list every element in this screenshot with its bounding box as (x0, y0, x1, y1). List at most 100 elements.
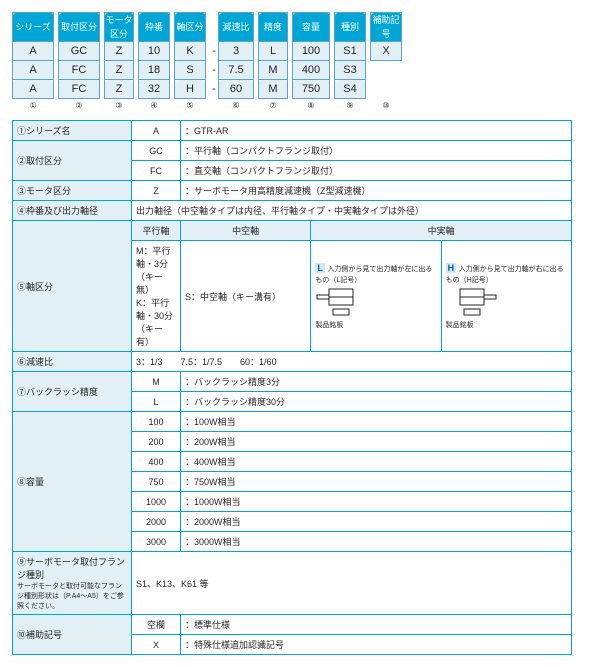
spec-key: 100 (132, 412, 181, 432)
spec-label: ③モータ区分 (13, 181, 132, 201)
code-value: 60 (219, 80, 254, 99)
code-value: A (13, 61, 54, 80)
spec-value: ：バックラッシ精度3分 (181, 372, 572, 392)
code-column-number: ⑤ (175, 99, 206, 111)
spec-label: ⑥減速比 (13, 352, 132, 372)
code-structure-table: シリーズ取付区分モータ区分枠番軸区分減速比精度容量種別補助記号AGCZ10K-3… (12, 12, 402, 110)
axis-subheader: 平行軸 (132, 221, 181, 241)
axis-subheader: 中空軸 (181, 221, 311, 241)
spec-value: ：サーボモータ用高精度減速機（Z型減速機） (181, 181, 572, 201)
axis-tag: H (446, 263, 457, 273)
code-column-number: ⑩ (371, 99, 402, 111)
code-value: 400 (293, 61, 330, 80)
code-value: FC (59, 80, 100, 99)
code-value: M (259, 61, 288, 80)
spec-value: 出力軸径（中空軸タイプは内径、平行軸タイプ・中実軸タイプは外径） (132, 201, 572, 221)
spec-value: ：平行軸（コンパクトフランジ取付） (181, 141, 572, 161)
code-value: 32 (139, 80, 170, 99)
code-header: 容量 (293, 13, 330, 42)
spec-key: 空欄 (132, 615, 181, 635)
code-value: 750 (293, 80, 330, 99)
spec-key: 750 (132, 472, 181, 492)
code-value: S1 (335, 42, 366, 61)
axis-solid-cell: H 入力側から見て出力軸が右に出るもの（H記号） 製品銘板 (441, 241, 571, 352)
code-header: 精度 (259, 13, 288, 42)
code-column-number: ④ (139, 99, 170, 111)
code-value: GC (59, 42, 100, 61)
spec-key: 3000 (132, 532, 181, 552)
axis-subheader: 中実軸 (311, 221, 572, 241)
axis-parallel-cell: M：平行軸・3分（キー無） K：平行軸・30分（キー有） (132, 241, 181, 352)
axis-tag-text: 入力側から見て出力軸が右に出るもの（H記号） (446, 266, 564, 284)
spec-key: X (132, 635, 181, 655)
code-value: H (175, 80, 206, 99)
axis-tag: L (315, 263, 325, 273)
spec-value: 3：1/3 7.5：1/7.5 60：1/60 (132, 352, 572, 372)
code-value: Z (105, 80, 134, 99)
code-value: Z (105, 61, 134, 80)
spec-key: 1000 (132, 492, 181, 512)
spec-key: FC (132, 161, 181, 181)
spec-value: ：750W相当 (181, 472, 572, 492)
code-header: 減速比 (219, 13, 254, 42)
axis-caption: 製品銘板 (446, 322, 474, 329)
code-header: モータ区分 (105, 13, 134, 42)
spec-label: ⑨サーボモータ取付フランジ種別サーボモータと取付可能なフランジ種別形状は（P.A… (13, 552, 132, 615)
code-value: 100 (293, 42, 330, 61)
spec-label-note: サーボモータと取付可能なフランジ種別形状は（P.A4〜A5）をご参照ください。 (17, 581, 127, 611)
spec-value: ：直交軸（コンパクトフランジ取付） (181, 161, 572, 181)
spec-key: A (132, 121, 181, 141)
axis-solid-cell: L 入力側から見て出力軸が左に出るもの（L記号）製品銘板 (311, 241, 441, 352)
spec-label: ⑩補助記号 (13, 615, 132, 655)
spec-key: 2000 (132, 512, 181, 532)
spec-value: ：バックラッシ精度30分 (181, 392, 572, 412)
code-header: 取付区分 (59, 13, 100, 42)
code-column-number: ② (59, 99, 100, 111)
spec-value: ：1000W相当 (181, 492, 572, 512)
code-header: 枠番 (139, 13, 170, 42)
spec-label: ⑦バックラッシ精度 (13, 372, 132, 412)
code-header: 軸区分 (175, 13, 206, 42)
spec-value: ：400W相当 (181, 452, 572, 472)
axis-tag-text: 入力側から見て出力軸が左に出るもの（L記号） (315, 266, 432, 284)
code-value: 7.5 (219, 61, 254, 80)
spec-key: GC (132, 141, 181, 161)
code-header: 種別 (335, 13, 366, 42)
shaft-diagram-icon (446, 285, 498, 317)
spec-value: ：2000W相当 (181, 512, 572, 532)
spec-label: ⑧容量 (13, 412, 132, 552)
code-column-number: ⑥ (219, 99, 254, 111)
code-value: M (259, 80, 288, 99)
spec-value: S1、K13、K61 等 (132, 552, 572, 615)
code-header: 補助記号 (371, 13, 402, 42)
spec-value: ：100W相当 (181, 412, 572, 432)
code-value: FC (59, 61, 100, 80)
code-value: S3 (335, 61, 366, 80)
code-column-number: ⑨ (335, 99, 366, 111)
spec-label: ④枠番及び出力軸径 (13, 201, 132, 221)
spec-label: ⑤軸区分 (13, 221, 132, 352)
spec-key: M (132, 372, 181, 392)
spec-value: ：GTR-AR (181, 121, 572, 141)
code-value: X (371, 42, 402, 61)
axis-hollow-cell: S：中空軸（キー溝有） (181, 241, 311, 352)
code-column-number: ③ (105, 99, 134, 111)
code-value: L (259, 42, 288, 61)
spec-value: ：200W相当 (181, 432, 572, 452)
code-value: 10 (139, 42, 170, 61)
code-value: S4 (335, 80, 366, 99)
code-value: A (13, 80, 54, 99)
spec-label: ①シリーズ名 (13, 121, 132, 141)
code-value: Z (105, 42, 134, 61)
spec-key: 400 (132, 452, 181, 472)
code-header: シリーズ (13, 13, 54, 42)
code-value: S (175, 61, 206, 80)
spec-key: L (132, 392, 181, 412)
code-column-number: ⑦ (259, 99, 288, 111)
code-column-number: ① (13, 99, 54, 111)
spec-label: ②取付区分 (13, 141, 132, 181)
spec-key: Z (132, 181, 181, 201)
spec-value: ：特殊仕様追加認識記号 (181, 635, 572, 655)
code-value: 18 (139, 61, 170, 80)
spec-value: ：3000W相当 (181, 532, 572, 552)
